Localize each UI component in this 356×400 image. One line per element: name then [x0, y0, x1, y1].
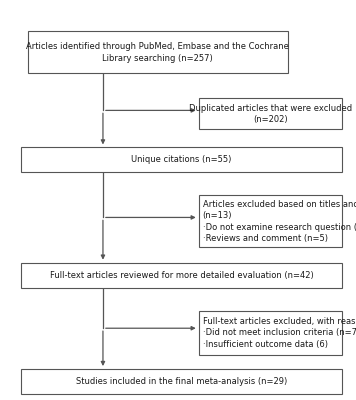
Text: Unique citations (n=55): Unique citations (n=55) — [131, 155, 232, 164]
Text: Full-text articles reviewed for more detailed evaluation (n=42): Full-text articles reviewed for more det… — [50, 270, 313, 280]
FancyBboxPatch shape — [199, 98, 342, 129]
FancyBboxPatch shape — [21, 369, 342, 394]
FancyBboxPatch shape — [199, 310, 342, 355]
FancyBboxPatch shape — [199, 195, 342, 247]
FancyBboxPatch shape — [21, 262, 342, 288]
Text: Full-text articles excluded, with reasons (n=13):
·Did not meet inclusion criter: Full-text articles excluded, with reason… — [203, 317, 356, 348]
Text: Studies included in the final meta-analysis (n=29): Studies included in the final meta-analy… — [76, 377, 287, 386]
FancyBboxPatch shape — [28, 31, 288, 74]
Text: Articles excluded based on titles and abstracts
(n=13)
·Do not examine research : Articles excluded based on titles and ab… — [203, 200, 356, 243]
Text: Articles identified through PubMed, Embase and the Cochrane
Library searching (n: Articles identified through PubMed, Emba… — [26, 42, 289, 62]
FancyBboxPatch shape — [21, 147, 342, 172]
Text: Duplicated articles that were excluded
(n=202): Duplicated articles that were excluded (… — [189, 104, 352, 124]
